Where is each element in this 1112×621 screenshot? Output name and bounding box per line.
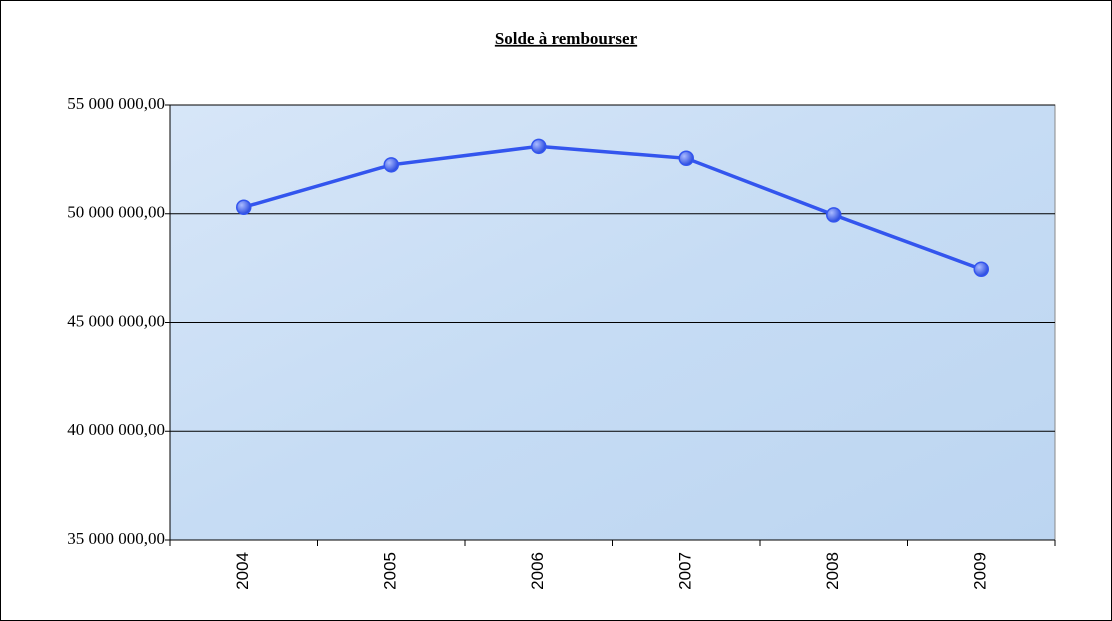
point: [383, 157, 399, 173]
y-tick-label: 45 000 000,00: [67, 311, 165, 330]
y-tick-label: 40 000 000,00: [67, 420, 165, 439]
x-tick-label: 2007: [676, 552, 695, 590]
point: [678, 150, 694, 167]
x-tick-label: 2009: [971, 552, 990, 590]
x-tick-label: 2004: [233, 552, 252, 590]
point: [531, 138, 547, 155]
x-tick-label: 2006: [528, 552, 547, 590]
x-tick-label: 2008: [823, 552, 842, 590]
x-tick-label: 2005: [381, 552, 400, 590]
point: [826, 207, 842, 223]
point: [973, 261, 989, 277]
y-tick-label: 55 000 000,00: [67, 94, 165, 113]
y-tick-label: 50 000 000,00: [67, 203, 165, 222]
line: [243, 144, 982, 271]
point: [236, 199, 252, 215]
y-tick-label: 35 000 000,00: [67, 529, 165, 548]
chart-title: Solde à rembourser: [495, 29, 638, 48]
